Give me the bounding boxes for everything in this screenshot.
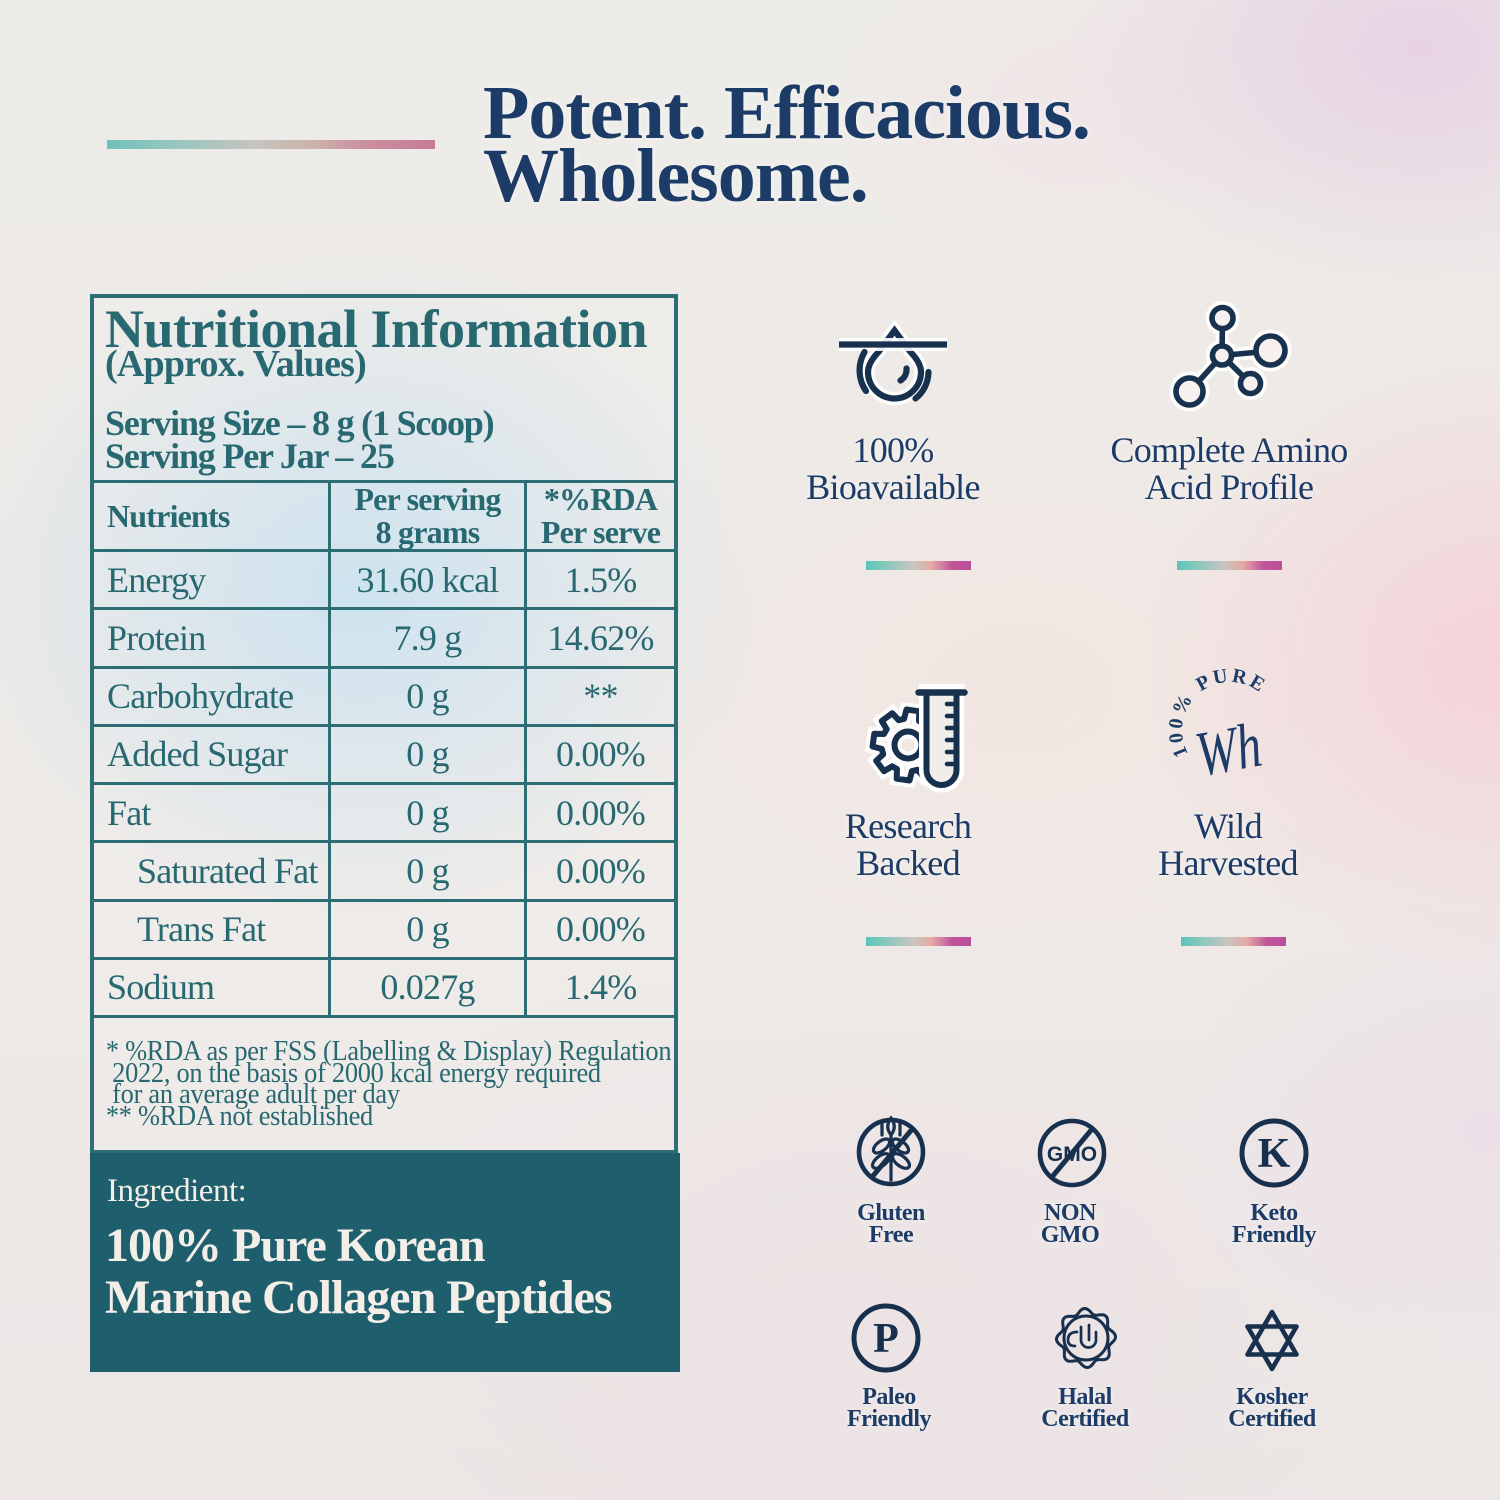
- svg-text:Wh: Wh: [1190, 709, 1266, 790]
- svg-text:K: K: [1258, 1131, 1291, 1177]
- svg-text:P: P: [873, 1316, 899, 1362]
